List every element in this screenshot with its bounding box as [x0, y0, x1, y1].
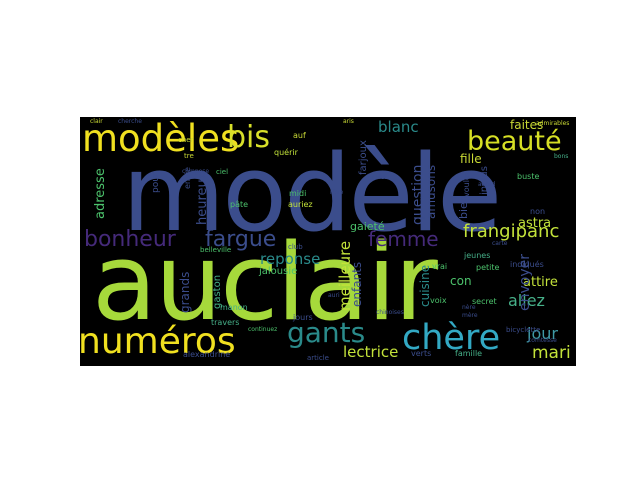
- word-femme: femme: [368, 227, 439, 251]
- word-modeles: modèles: [82, 117, 240, 160]
- word-travers: travers: [211, 318, 240, 327]
- word-auri: auri: [328, 292, 340, 299]
- word-petite: petite: [476, 263, 500, 272]
- word-buste: buste: [517, 172, 540, 181]
- word-mari: mari: [532, 343, 571, 363]
- word-astra: astra: [518, 216, 552, 231]
- word-clair: clair: [90, 118, 103, 125]
- word-alexandrine: alexandrine: [183, 350, 231, 359]
- word-gants: gants: [287, 316, 366, 349]
- word-indiques: indiqués: [510, 260, 544, 269]
- word-chinoises: chinoises: [376, 309, 404, 316]
- word-secret: secret: [472, 297, 497, 306]
- word-midi: midi: [289, 189, 307, 198]
- word-grands: grands: [178, 271, 192, 313]
- word-con: con: [450, 274, 472, 288]
- word-compose: compose: [182, 168, 210, 175]
- word-gaiete: gaieté: [350, 220, 385, 233]
- word-jeunes: jeunes: [464, 251, 491, 260]
- word-reve: rêve: [330, 189, 344, 196]
- word-pour: pour: [151, 172, 161, 193]
- word-bien: bien: [457, 195, 470, 219]
- word-lectrice: lectrice: [343, 343, 399, 361]
- word-abord: abord: [478, 181, 496, 188]
- word-querir: quérir: [274, 148, 298, 157]
- word-carte: carte: [492, 240, 508, 247]
- word-jours: jours: [293, 313, 313, 322]
- word-club: club: [288, 243, 303, 251]
- word-non: non: [530, 207, 546, 216]
- word-voix: voix: [430, 296, 447, 305]
- word-frangipanc: frangipanc: [463, 221, 560, 242]
- word-jalousie: jalousie: [259, 266, 298, 277]
- word-tre: tre: [184, 152, 194, 160]
- word-question: question: [410, 164, 426, 225]
- word-comtesse: comtesse: [528, 337, 557, 344]
- word-auclair: auclair: [92, 221, 438, 344]
- word-numeros: numéros: [80, 321, 236, 362]
- word-mere: mère: [462, 312, 478, 319]
- word-colet: colet: [372, 174, 387, 181]
- word-heureux: heureux: [195, 171, 210, 225]
- word-pate: pâte: [230, 200, 249, 209]
- word-blanc: blanc: [378, 118, 419, 136]
- word-bis: bis: [227, 120, 271, 155]
- word-farjoux: farjoux: [358, 140, 369, 175]
- word-voulez: voulez: [462, 170, 471, 197]
- word-amusons: amusons: [424, 164, 438, 219]
- word-article: article: [307, 354, 329, 362]
- word-enfants: enfants: [350, 261, 364, 307]
- word-belleville: belleville: [200, 246, 232, 254]
- word-famille: famille: [455, 349, 483, 358]
- word-fargue: fargue: [205, 227, 277, 252]
- word-continuez: continuez: [248, 326, 278, 333]
- word-reponse: reponse: [260, 250, 321, 268]
- word-bicyclette: bicyclette: [506, 326, 541, 334]
- word-faites: faites: [510, 118, 544, 132]
- word-chere: chère: [402, 318, 501, 358]
- word-verts: verts: [411, 349, 432, 358]
- word-cher: cher: [178, 136, 194, 144]
- word-adresse: adresse: [93, 168, 108, 219]
- word-manon: manon: [220, 303, 248, 312]
- word-beaute: beauté: [467, 126, 562, 157]
- word-allez: allez: [508, 291, 545, 310]
- word-aris: aris: [343, 118, 354, 125]
- word-nere: nère: [462, 304, 476, 311]
- word-cherche: cherche: [118, 118, 142, 125]
- word-fille: fille: [460, 152, 482, 166]
- word-bons: bons: [554, 153, 569, 160]
- word-auf: auf: [293, 131, 306, 140]
- word-bonheur: bonheur: [84, 227, 176, 252]
- word-vrai: vrai: [432, 262, 448, 271]
- word-admirables: admirables: [536, 120, 570, 127]
- word-attire: attire: [523, 275, 558, 290]
- word-modele: modèle: [122, 132, 502, 255]
- word-ciel: ciel: [216, 168, 229, 176]
- word-jour: jour: [527, 324, 558, 343]
- word-auriez: auriez: [288, 200, 313, 209]
- word-cloud: modèle auclair modèles numéros bis beaut…: [80, 117, 576, 366]
